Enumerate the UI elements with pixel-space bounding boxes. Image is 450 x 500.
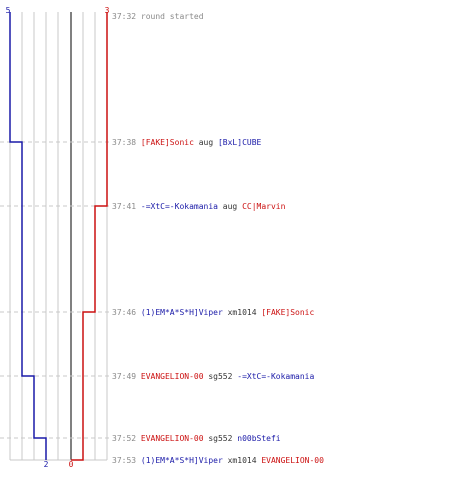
- event-text-part: sg552: [204, 434, 238, 443]
- event-row: 37:49 EVANGELION-00 sg552 -=XtC=-Kokaman…: [112, 372, 314, 381]
- event-row: 37:53 (1)EM*A*S*H]Viper xm1014 EVANGELIO…: [112, 456, 324, 465]
- event-line: 37:46 (1)EM*A*S*H]Viper xm1014 [FAKE]Son…: [112, 308, 314, 317]
- event-text-part: [FAKE]Sonic: [141, 138, 194, 147]
- event-text-part: EVANGELION-00: [141, 372, 204, 381]
- blue-team-count-line: [9, 12, 47, 460]
- event-time: 37:41: [112, 202, 141, 211]
- event-text-part: aug: [218, 202, 242, 211]
- event-text-part: -=XtC=-Kokamania: [141, 202, 218, 211]
- event-text-part: round started: [141, 12, 204, 21]
- event-row: 37:32 round started: [112, 12, 204, 21]
- count-labels: 5 3 2 0: [6, 6, 110, 469]
- event-text-part: CC|Marvin: [242, 202, 286, 211]
- event-line: 37:32 round started: [112, 12, 204, 21]
- event-time: 37:46: [112, 308, 141, 317]
- event-text-part: [BxL]CUBE: [218, 138, 262, 147]
- event-text-part: EVANGELION-00: [261, 456, 324, 465]
- event-row: 37:41 -=XtC=-Kokamania aug CC|Marvin: [112, 202, 286, 211]
- event-line: 37:38 [FAKE]Sonic aug [BxL]CUBE: [112, 138, 262, 147]
- blue-end-count: 2: [44, 460, 49, 469]
- event-time: 37:38: [112, 138, 141, 147]
- event-text-part: sg552: [204, 372, 238, 381]
- event-time: 37:32: [112, 12, 141, 21]
- event-line: 37:41 -=XtC=-Kokamania aug CC|Marvin: [112, 202, 286, 211]
- team-step-lines: [9, 12, 108, 461]
- event-text-part: n00bStefi: [237, 434, 281, 443]
- event-time: 37:52: [112, 434, 141, 443]
- event-line: 37:49 EVANGELION-00 sg552 -=XtC=-Kokaman…: [112, 372, 314, 381]
- event-row: 37:52 EVANGELION-00 sg552 n00bStefi: [112, 434, 281, 443]
- event-time: 37:49: [112, 372, 141, 381]
- red-team-count-line: [71, 12, 108, 461]
- event-text-part: -=XtC=-Kokamania: [237, 372, 314, 381]
- event-time: 37:53: [112, 456, 141, 465]
- event-row: 37:46 (1)EM*A*S*H]Viper xm1014 [FAKE]Son…: [112, 308, 314, 317]
- event-line: 37:53 (1)EM*A*S*H]Viper xm1014 EVANGELIO…: [112, 456, 324, 465]
- event-text-part: aug: [194, 138, 218, 147]
- red-start-count: 3: [105, 6, 110, 15]
- blue-start-count: 5: [6, 6, 11, 15]
- event-row: 37:38 [FAKE]Sonic aug [BxL]CUBE: [112, 138, 262, 147]
- event-log: 37:32 round started 37:38 [FAKE]Sonic aug…: [112, 12, 324, 465]
- event-text-part: EVANGELION-00: [141, 434, 204, 443]
- red-end-count: 0: [69, 460, 74, 469]
- event-guide-lines: [0, 141, 110, 439]
- event-text-part: (1)EM*A*S*H]Viper: [141, 308, 223, 317]
- event-text-part: xm1014: [223, 308, 262, 317]
- event-text-part: xm1014: [223, 456, 262, 465]
- player-count-grid: [9, 12, 108, 461]
- event-line: 37:52 EVANGELION-00 sg552 n00bStefi: [112, 434, 281, 443]
- event-text-part: (1)EM*A*S*H]Viper: [141, 456, 223, 465]
- event-text-part: [FAKE]Sonic: [261, 308, 314, 317]
